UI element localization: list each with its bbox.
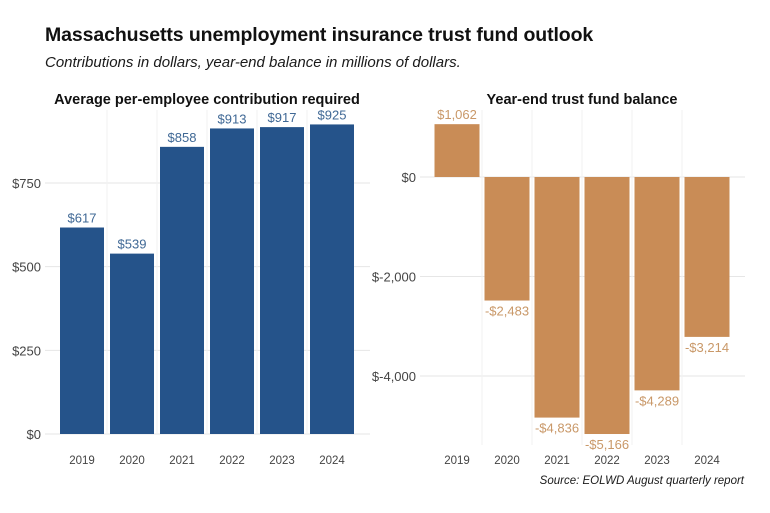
- balance-x-tick-label: 2020: [494, 455, 520, 467]
- contribution-x-tick-label: 2023: [269, 455, 295, 467]
- balance-chart-title: Year-end trust fund balance: [487, 92, 678, 108]
- contribution-x-tick-label: 2022: [219, 455, 245, 467]
- balance-chart-panel: Year-end trust fund balance $0 $-2,000 $-4…: [372, 92, 745, 467]
- contribution-data-label: $617: [68, 211, 97, 226]
- balance-bar-2021: [534, 177, 580, 418]
- balance-y-tick-label: $-2,000: [372, 270, 416, 285]
- balance-data-label: $1,062: [437, 107, 477, 122]
- contribution-data-label: $925: [318, 107, 347, 122]
- balance-bar-2020: [484, 177, 530, 301]
- balance-x-tick-label: 2023: [644, 455, 670, 467]
- contribution-y-tick-label: $250: [12, 343, 41, 358]
- balance-y-axis: $0 $-2,000 $-4,000: [372, 170, 416, 384]
- chart-title: Massachusetts unemployment insurance tru…: [45, 24, 594, 46]
- balance-data-label: -$4,289: [635, 393, 679, 408]
- contribution-x-tick-label: 2024: [319, 455, 345, 467]
- balance-bars: [434, 124, 730, 435]
- source-note: Source: EOLWD August quarterly report: [539, 475, 744, 487]
- balance-data-label: -$3,214: [685, 340, 729, 355]
- balance-bar-2022: [584, 177, 630, 435]
- contribution-bar-2024: [310, 124, 354, 434]
- balance-data-label: -$5,166: [585, 437, 629, 452]
- balance-x-tick-label: 2019: [444, 455, 470, 467]
- contribution-x-tick-label: 2021: [169, 455, 195, 467]
- contribution-x-tick-label: 2019: [69, 455, 95, 467]
- contribution-y-tick-label: $750: [12, 176, 41, 191]
- balance-y-tick-label: $-4,000: [372, 369, 416, 384]
- contribution-data-label: $858: [168, 130, 197, 145]
- contribution-x-tick-label: 2020: [119, 455, 145, 467]
- contribution-bar-2022: [210, 128, 254, 434]
- contribution-chart-panel: Average per-employee contribution requir…: [12, 92, 370, 467]
- contribution-bars: [60, 124, 354, 435]
- contribution-data-label: $539: [118, 237, 147, 252]
- contribution-x-axis: 2019 2020 2021 2022 2023 2024: [69, 455, 345, 467]
- balance-data-label: -$2,483: [485, 304, 529, 319]
- balance-x-tick-label: 2022: [594, 455, 620, 467]
- contribution-y-tick-label: $0: [27, 427, 41, 442]
- contribution-y-axis: $0 $250 $500 $750: [12, 176, 41, 442]
- contribution-y-tick-label: $500: [12, 260, 41, 275]
- chart-subtitle: Contributions in dollars, year-end balan…: [45, 54, 461, 71]
- contribution-bar-2019: [60, 227, 104, 434]
- contribution-bar-2020: [110, 253, 154, 434]
- contribution-chart-title: Average per-employee contribution requir…: [54, 92, 360, 108]
- balance-bar-2024: [684, 177, 730, 337]
- balance-data-labels: $1,062 -$2,483 -$4,836 -$5,166 -$4,289 -$3,21…: [437, 107, 729, 452]
- contribution-bar-2021: [160, 146, 204, 434]
- balance-bar-2019: [434, 124, 480, 177]
- balance-x-axis: 2019 2020 2021 2022 2023 2024: [444, 455, 720, 467]
- balance-x-tick-label: 2024: [694, 455, 720, 467]
- contribution-bar-2023: [260, 127, 304, 435]
- balance-bar-2023: [634, 177, 680, 391]
- contribution-data-label: $913: [218, 111, 247, 126]
- contribution-data-labels: $617 $539 $858 $913 $917 $925: [68, 107, 347, 251]
- balance-data-label: -$4,836: [535, 421, 579, 436]
- balance-x-tick-label: 2021: [544, 455, 570, 467]
- balance-y-tick-label: $0: [402, 170, 416, 185]
- contribution-data-label: $917: [268, 110, 297, 125]
